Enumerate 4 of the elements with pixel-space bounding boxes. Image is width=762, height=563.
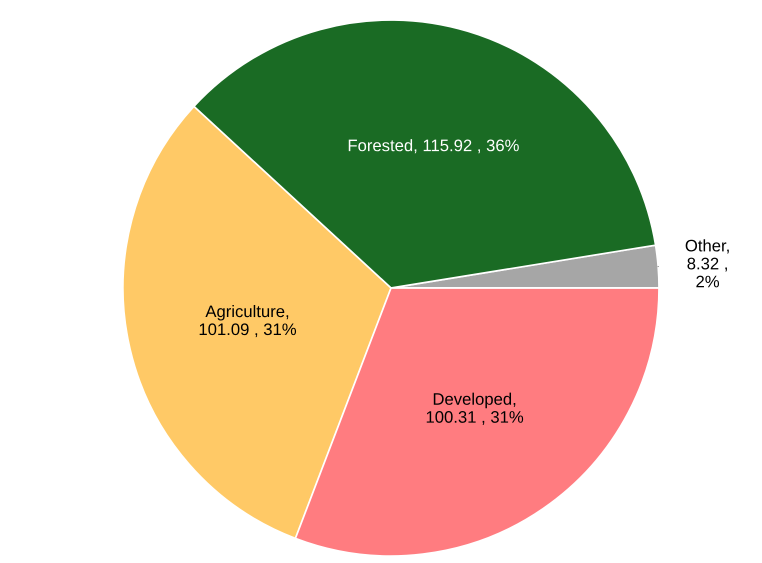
slice-label: Agriculture, 101.09 , 31% <box>200 304 296 338</box>
slice-label: Other, 8.32 , 2% <box>686 239 729 288</box>
slice-label: Forested, 115.92 , 36% <box>348 139 519 154</box>
slice-label: Developed, 100.31 , 31% <box>426 392 524 425</box>
